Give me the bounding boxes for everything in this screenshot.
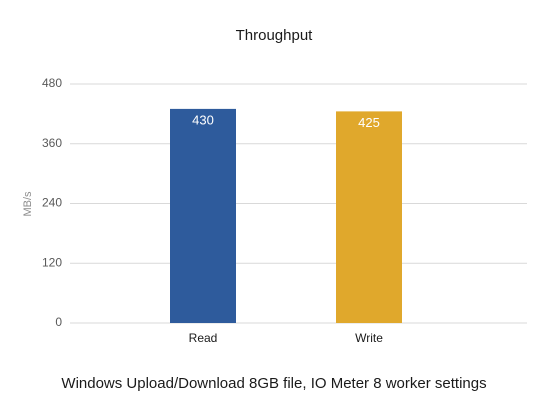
- chart-title: Throughput: [236, 27, 314, 44]
- data-label: 430: [192, 112, 214, 127]
- y-tick-label: 240: [42, 196, 62, 210]
- data-label: 425: [358, 115, 380, 130]
- y-tick-label: 120: [42, 255, 62, 269]
- y-tick-label: 360: [42, 136, 62, 150]
- bar: [170, 108, 236, 323]
- y-tick-label: 480: [42, 76, 62, 90]
- bar: [336, 111, 402, 324]
- y-axis-label: MB/s: [22, 191, 34, 217]
- x-tick-label: Write: [355, 331, 383, 345]
- x-axis-label: Windows Upload/Download 8GB file, IO Met…: [61, 375, 486, 392]
- x-tick-label: Read: [189, 331, 218, 345]
- y-tick-label: 0: [55, 315, 62, 329]
